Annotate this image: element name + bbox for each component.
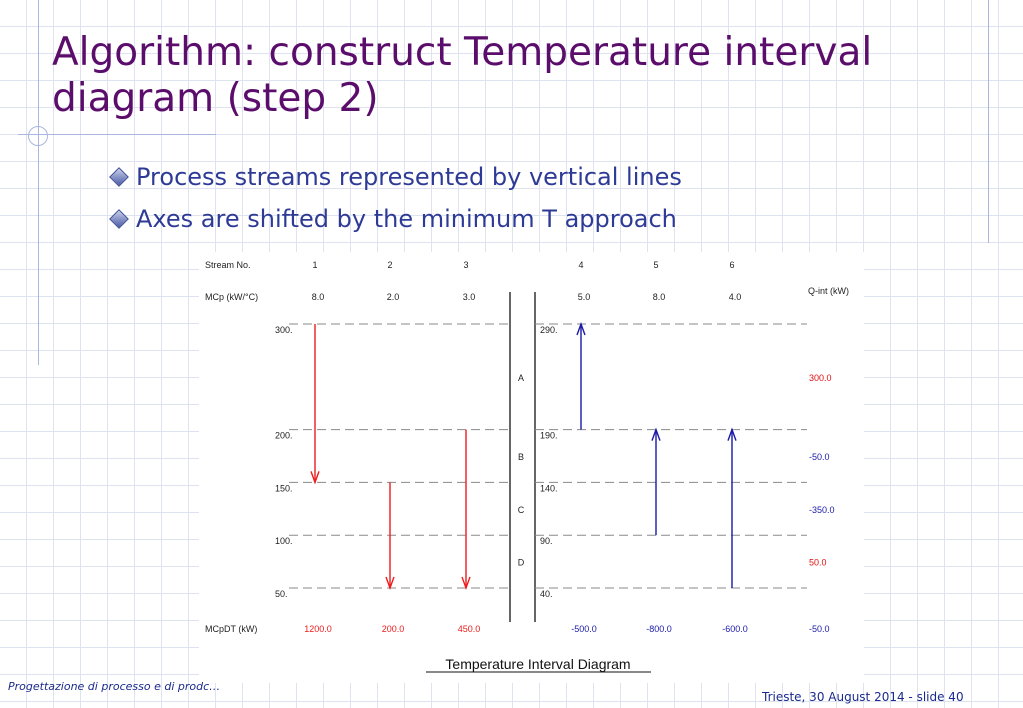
hot-axis-tick: 50. bbox=[275, 589, 288, 599]
interval-qint-value: -350.0 bbox=[809, 505, 835, 515]
bullet-item: Axes are shifted by the minimum T approa… bbox=[108, 198, 682, 240]
hot-axis-tick: 300. bbox=[275, 325, 293, 335]
stream-number: 2 bbox=[387, 260, 392, 270]
stream-mcp: 5.0 bbox=[578, 292, 591, 302]
temperature-interval-diagram: Stream No. MCp (kW/°C) Q-int (kW) MCpDT (kW… bbox=[199, 252, 864, 683]
hot-axis-tick: 200. bbox=[275, 431, 293, 441]
total-qint-value: -50.0 bbox=[809, 624, 830, 634]
cold-stream-arrowhead bbox=[727, 427, 737, 441]
hot-axis-tick: 100. bbox=[275, 536, 293, 546]
cold-axis-tick: 290. bbox=[540, 325, 558, 335]
hot-stream-arrowhead bbox=[310, 471, 320, 485]
cold-stream-arrowhead bbox=[576, 321, 586, 336]
interval-label: A bbox=[518, 373, 524, 383]
stream-number: 3 bbox=[463, 260, 468, 270]
stream-mcpdt: 200.0 bbox=[382, 624, 405, 634]
hot-axis-tick: 150. bbox=[275, 483, 293, 493]
interval-qint-value: 300.0 bbox=[809, 373, 832, 383]
stream-mcp: 4.0 bbox=[729, 292, 742, 302]
cold-axis-tick: 140. bbox=[540, 483, 558, 493]
interval-label: D bbox=[518, 558, 525, 568]
bullet-text: Axes are shifted by the minimum T approa… bbox=[136, 205, 677, 233]
deco-vertical-line-left bbox=[38, 0, 39, 365]
stream-number: 1 bbox=[312, 260, 317, 270]
stream-mcpdt: 1200.0 bbox=[304, 624, 332, 634]
stream-no-label: Stream No. bbox=[205, 260, 251, 270]
mcp-label: MCp (kW/°C) bbox=[205, 292, 258, 302]
bullet-item: Process streams represented by vertical … bbox=[108, 156, 682, 198]
cold-stream-arrowhead bbox=[651, 427, 661, 441]
stream-mcpdt: -500.0 bbox=[571, 624, 597, 634]
cold-axis-tick: 190. bbox=[540, 431, 558, 441]
hot-stream-arrowhead bbox=[385, 576, 395, 591]
interval-qint-value: -50.0 bbox=[809, 452, 830, 462]
bullet-list: Process streams represented by vertical … bbox=[108, 156, 682, 240]
stream-number: 4 bbox=[578, 260, 583, 270]
footer-course: Progettazione di processo e di prodc… bbox=[8, 680, 221, 693]
hot-stream-arrowhead bbox=[461, 576, 471, 591]
cold-axis-tick: 90. bbox=[540, 536, 553, 546]
stream-mcp: 3.0 bbox=[463, 292, 476, 302]
stream-mcpdt: -800.0 bbox=[646, 624, 672, 634]
stream-mcp: 2.0 bbox=[387, 292, 400, 302]
diagram-caption: Temperature Interval Diagram bbox=[445, 656, 630, 672]
interval-label: C bbox=[518, 505, 525, 515]
bullet-text: Process streams represented by vertical … bbox=[136, 163, 682, 191]
slide-title: Algorithm: construct Temperature interva… bbox=[52, 30, 873, 121]
stream-number: 5 bbox=[653, 260, 658, 270]
diamond-bullet-icon bbox=[109, 167, 129, 187]
cold-axis-tick: 40. bbox=[540, 589, 553, 599]
stream-mcpdt: -600.0 bbox=[722, 624, 748, 634]
mcpdt-label: MCpDT (kW) bbox=[205, 624, 257, 634]
stream-mcpdt: 450.0 bbox=[458, 624, 481, 634]
temperature-interval-svg: Stream No. MCp (kW/°C) Q-int (kW) MCpDT (kW… bbox=[205, 260, 849, 673]
deco-circle bbox=[28, 126, 48, 146]
interval-qint-value: 50.0 bbox=[809, 558, 827, 568]
interval-label: B bbox=[518, 452, 524, 462]
stream-mcp: 8.0 bbox=[312, 292, 325, 302]
deco-horizontal-line bbox=[18, 134, 216, 135]
deco-vertical-line-right bbox=[988, 0, 989, 243]
footer-date-slide: Trieste, 30 August 2014 - slide 40 bbox=[762, 690, 964, 704]
qint-label: Q-int (kW) bbox=[808, 286, 849, 296]
stream-number: 6 bbox=[729, 260, 734, 270]
stream-mcp: 8.0 bbox=[653, 292, 666, 302]
diamond-bullet-icon bbox=[109, 209, 129, 229]
